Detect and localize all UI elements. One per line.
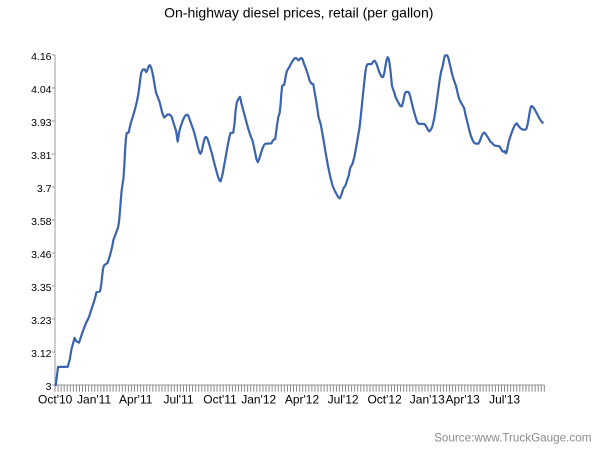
svg-text:Source:www.TruckGauge.com: Source:www.TruckGauge.com [434,431,591,444]
svg-text:On-highway diesel prices, reta: On-highway diesel prices, retail (per ga… [164,5,433,21]
svg-text:Jan'12: Jan'12 [241,392,276,406]
svg-text:3.35: 3.35 [31,282,52,294]
svg-text:Oct'11: Oct'11 [203,392,237,406]
svg-text:4.04: 4.04 [31,84,52,96]
svg-text:3.46: 3.46 [31,249,52,261]
svg-text:Jul'11: Jul'11 [163,392,193,406]
svg-text:Apr'12: Apr'12 [285,392,320,406]
svg-text:Apr'13: Apr'13 [446,392,481,406]
svg-text:3.12: 3.12 [31,348,52,360]
svg-text:3: 3 [46,381,52,393]
svg-text:Jul'12: Jul'12 [328,392,359,406]
svg-text:3.7: 3.7 [37,183,52,195]
svg-text:Oct'12: Oct'12 [367,392,402,406]
svg-text:Apr'11: Apr'11 [119,392,153,406]
svg-text:3.93: 3.93 [31,117,52,129]
svg-text:Jan'13: Jan'13 [410,392,445,406]
svg-text:Jan'11: Jan'11 [77,392,111,406]
svg-text:3.58: 3.58 [31,216,52,228]
svg-text:3.23: 3.23 [31,315,52,327]
svg-text:4.16: 4.16 [31,51,52,63]
svg-text:Oct'10: Oct'10 [38,392,73,406]
svg-text:Jul'13: Jul'13 [489,392,520,406]
svg-text:3.81: 3.81 [31,150,52,162]
